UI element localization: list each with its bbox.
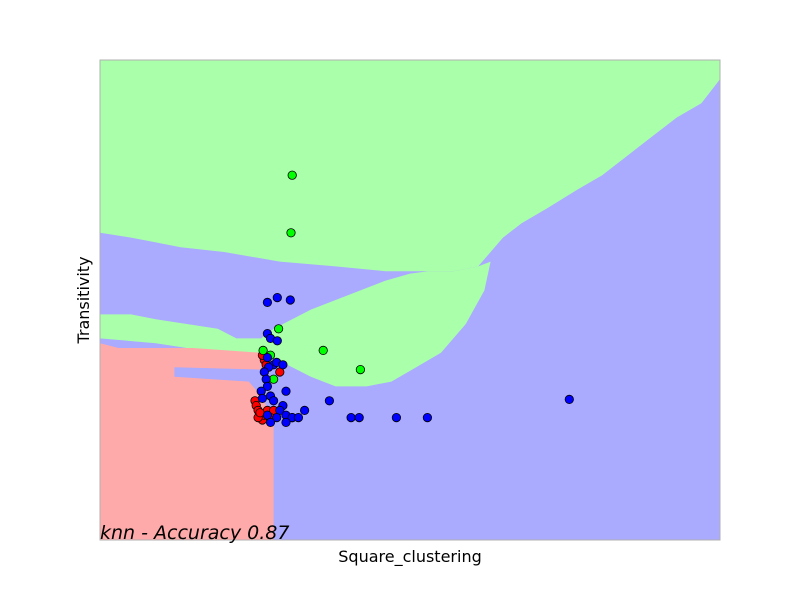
data-point-series2-15 (268, 396, 279, 406)
red-region (100, 343, 274, 540)
data-point-series2-26 (346, 412, 356, 423)
data-point-series2-13 (262, 381, 272, 391)
data-point-series2-9 (278, 360, 288, 370)
accuracy-annotation: knn - Accuracy 0.87 (100, 522, 289, 544)
data-point-series2-32 (272, 412, 282, 423)
plot-area (99, 59, 721, 541)
data-point-series2-10 (262, 352, 272, 363)
green-region-upper (100, 60, 720, 272)
data-point-series1-5 (318, 345, 328, 355)
data-points (250, 170, 574, 427)
data-point-series2-29 (422, 412, 432, 423)
data-point-series2-25 (324, 396, 334, 406)
plot-frame (99, 59, 721, 541)
data-point-series1-6 (355, 364, 365, 375)
data-point-series2-5 (272, 336, 282, 346)
data-point-series1-0 (287, 170, 297, 180)
data-point-series2-2 (285, 295, 295, 305)
green-region-lower (100, 261, 491, 387)
data-point-series2-1 (272, 292, 282, 303)
data-point-series1-3 (258, 345, 268, 355)
data-point-series2-23 (293, 412, 303, 423)
data-point-series2-0 (262, 297, 272, 307)
data-point-series2-27 (354, 412, 364, 423)
data-point-series2-24 (299, 405, 310, 415)
data-point-series2-34 (281, 417, 291, 427)
data-point-series2-28 (391, 412, 401, 423)
y-axis-label: Transitivity (74, 256, 93, 344)
data-point-series2-33 (265, 417, 276, 427)
data-point-series1-1 (286, 228, 296, 238)
decision-regions (100, 60, 720, 540)
data-point-series2-17 (257, 393, 267, 403)
data-point-series2-18 (281, 386, 291, 396)
data-point-series2-30 (564, 394, 574, 404)
x-axis-label: Square_clustering (338, 547, 481, 567)
data-point-series1-2 (273, 324, 284, 334)
